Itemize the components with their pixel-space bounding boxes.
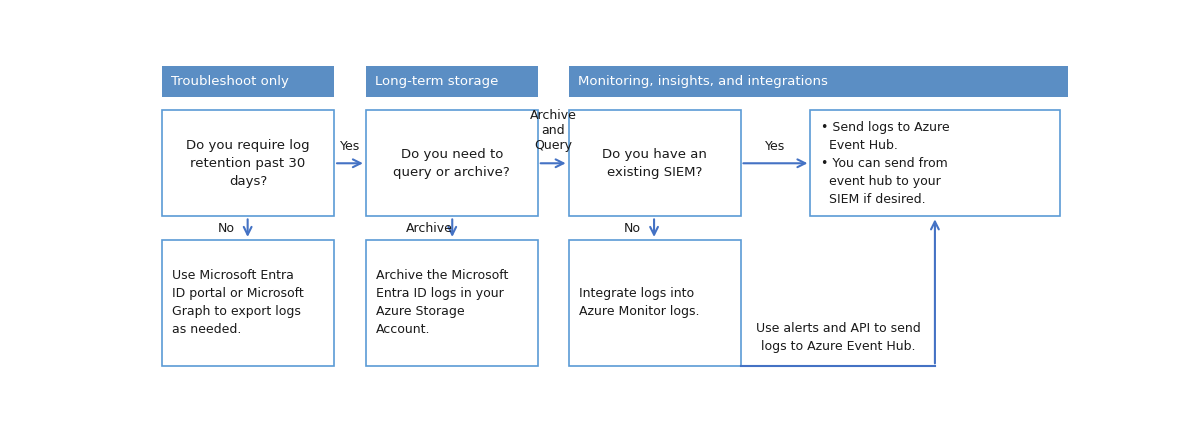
FancyBboxPatch shape — [810, 110, 1060, 216]
FancyBboxPatch shape — [569, 66, 1068, 97]
FancyBboxPatch shape — [366, 240, 538, 366]
Text: Monitoring, insights, and integrations: Monitoring, insights, and integrations — [578, 75, 828, 88]
Text: Archive: Archive — [406, 222, 452, 235]
FancyBboxPatch shape — [162, 66, 334, 97]
Text: Archive the Microsoft
Entra ID logs in your
Azure Storage
Account.: Archive the Microsoft Entra ID logs in y… — [376, 270, 509, 337]
Text: Yes: Yes — [766, 140, 786, 153]
Text: Use alerts and API to send
logs to Azure Event Hub.: Use alerts and API to send logs to Azure… — [756, 322, 920, 353]
Text: Long-term storage: Long-term storage — [376, 75, 498, 88]
FancyBboxPatch shape — [162, 110, 334, 216]
Text: No: No — [624, 222, 641, 235]
FancyBboxPatch shape — [569, 110, 740, 216]
Text: Do you need to
query or archive?: Do you need to query or archive? — [394, 148, 510, 179]
Text: Archive
and
Query: Archive and Query — [529, 108, 576, 152]
Text: Integrate logs into
Azure Monitor logs.: Integrate logs into Azure Monitor logs. — [578, 287, 700, 318]
FancyBboxPatch shape — [569, 240, 740, 366]
FancyBboxPatch shape — [162, 240, 334, 366]
Text: Yes: Yes — [340, 140, 360, 153]
Text: No: No — [217, 222, 235, 235]
Text: Do you have an
existing SIEM?: Do you have an existing SIEM? — [602, 148, 707, 179]
Text: Use Microsoft Entra
ID portal or Microsoft
Graph to export logs
as needed.: Use Microsoft Entra ID portal or Microso… — [173, 270, 304, 337]
FancyBboxPatch shape — [366, 110, 538, 216]
Text: Troubleshoot only: Troubleshoot only — [172, 75, 289, 88]
Text: Do you require log
retention past 30
days?: Do you require log retention past 30 day… — [186, 139, 310, 188]
Text: • Send logs to Azure
  Event Hub.
• You can send from
  event hub to your
  SIEM: • Send logs to Azure Event Hub. • You ca… — [821, 121, 949, 206]
FancyBboxPatch shape — [366, 66, 538, 97]
